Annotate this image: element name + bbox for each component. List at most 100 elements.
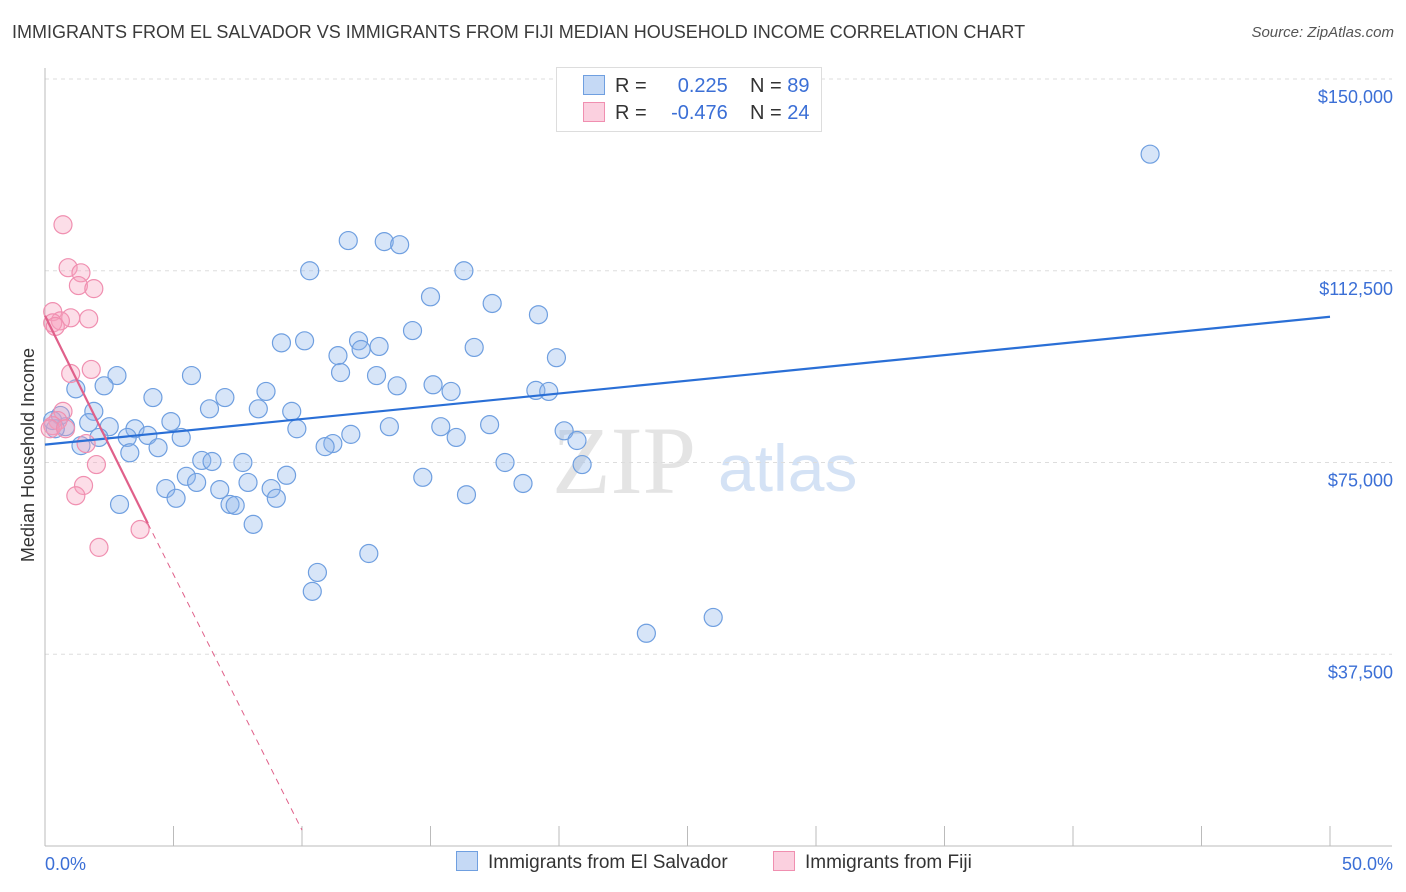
watermark-zip: ZIP [552,407,696,514]
n-value: 24 [787,102,810,124]
legend-label: Immigrants from Fiji [805,852,972,873]
y-tick-label: $37,500 [1328,662,1393,682]
fiji-trend-line [44,315,149,524]
el-salvador-point [456,485,477,505]
legend-label: Immigrants from El Salvador [488,852,728,873]
el-salvador-point [359,543,379,564]
el-salvador-point [248,399,268,419]
fiji-point [40,419,60,439]
el-salvador-point [287,419,307,439]
fiji-point [66,486,86,506]
el-salvador-point [109,494,130,515]
el-salvador-point [210,480,230,500]
el-salvador-point [294,331,315,351]
fiji-point [48,410,68,431]
el-salvador-point [307,562,328,583]
r-label: R = [615,75,647,97]
x-tick-label: 0.0% [45,854,86,874]
el-salvador-point [181,365,202,386]
el-salvador-point [323,433,343,454]
fiji-point [89,537,109,557]
r-value: 0.225 [677,75,728,97]
el-salvador-point [431,417,451,437]
n-value: 89 [787,75,810,97]
el-salvador-point [192,450,212,471]
el-salvador-point [554,421,574,441]
fiji-point [86,454,107,475]
r-value: -0.476 [671,102,728,124]
el-salvador-trend-line [44,315,1331,446]
y-axis-label: Median Household Income [18,348,38,562]
el-salvador-point [215,387,235,408]
y-tick-label: $150,000 [1318,87,1393,107]
x-tick-label: 50.0% [1342,854,1393,874]
el-salvador-point [243,514,263,534]
legend-swatch-blue [583,74,605,95]
el-salvador-point [276,465,297,485]
el-salvador-point [143,387,163,408]
el-salvador-point [328,346,348,366]
el-salvador-point [148,438,168,458]
fiji-point [45,316,65,337]
fiji-trend-extension [147,523,303,831]
el-salvador-point [495,452,515,473]
el-salvador-point [94,376,114,396]
chart-source: Source: ZipAtlas.com [1251,24,1394,41]
el-salvador-point [482,293,502,314]
fiji-point [81,359,101,380]
el-salvador-point [379,417,399,437]
legend-swatch-pink [583,101,605,122]
el-salvador-point [202,451,222,472]
el-salvador-point [636,623,656,643]
fiji-point [58,258,78,278]
el-salvador-point [528,305,549,325]
fiji-point [130,519,150,540]
watermark-atlas: atlas [718,431,858,505]
el-salvador-point [387,376,407,396]
el-salvador-point [266,488,286,508]
el-salvador-point [261,478,281,499]
el-salvador-point [423,375,443,395]
el-salvador-point [1140,144,1160,164]
r-label: R = [615,102,647,124]
el-salvador-point [454,261,474,281]
el-salvador-point [572,454,592,475]
fiji-point [76,433,96,454]
fiji-point [68,275,89,296]
el-salvador-point [703,607,723,628]
el-salvador-point [171,427,191,448]
swatch-pink [773,850,795,871]
el-salvador-point [464,337,484,358]
el-salvador-point [300,261,320,281]
el-salvador-point [513,473,533,494]
el-salvador-point [446,427,466,448]
el-salvador-point [480,415,500,435]
el-salvador-point [166,488,186,508]
el-salvador-point [338,230,358,251]
el-salvador-point [302,581,322,601]
el-salvador-point [120,443,140,463]
el-salvador-point [369,336,389,357]
n-label: N = [750,102,782,124]
legend-row-el-salvador: R = 0.225 N = 89 [583,74,810,98]
el-salvador-point [233,452,253,473]
el-salvador-point [256,381,276,402]
el-salvador-point [282,401,302,421]
fiji-point [53,215,73,235]
fiji-point [55,419,76,439]
el-salvador-point [271,333,292,353]
el-salvador-point [187,472,207,493]
el-salvador-point [413,467,433,487]
el-salvador-point [402,320,423,341]
el-salvador-point [441,381,461,402]
el-salvador-point [238,472,258,493]
el-salvador-point [107,365,127,386]
el-salvador-point [366,365,387,386]
legend-row-fiji: R = -0.476 N = 24 [583,101,810,125]
el-salvador-point [315,437,335,457]
el-salvador-point [225,495,245,516]
el-salvador-point [330,362,351,383]
bottom-legend-el-salvador: Immigrants from El Salvador [456,850,728,874]
el-salvador-point [199,399,220,419]
